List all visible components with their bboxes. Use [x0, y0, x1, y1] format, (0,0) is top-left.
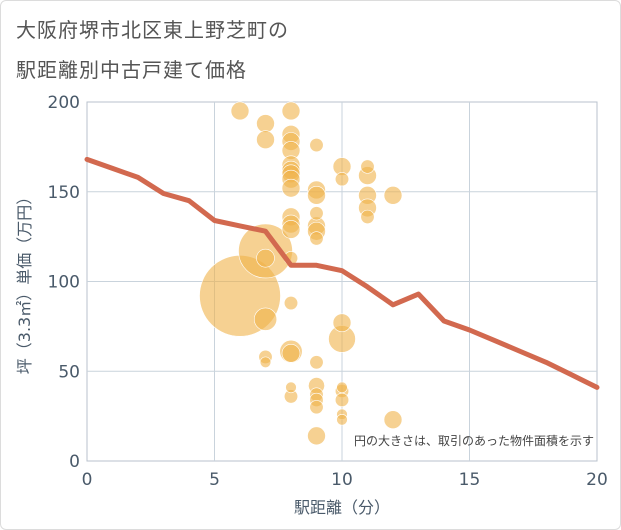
data-bubble — [307, 186, 326, 205]
data-bubble — [281, 220, 301, 239]
data-bubble — [309, 206, 324, 221]
data-bubble — [285, 381, 297, 394]
y-tick-label: 50 — [58, 362, 80, 382]
x-tick-label: 10 — [331, 470, 353, 490]
data-bubble — [309, 138, 324, 153]
data-bubble — [360, 159, 375, 174]
x-tick-label: 5 — [209, 470, 220, 490]
data-bubble — [283, 295, 299, 311]
series-line — [84, 156, 600, 390]
x-tick-label: 20 — [586, 470, 608, 490]
x-tick-label: 0 — [82, 470, 93, 490]
data-bubble — [253, 307, 278, 331]
data-bubble — [256, 130, 275, 149]
y-axis-label: 坪（3.3㎡）単価（万円） — [15, 189, 34, 374]
data-bubble — [281, 343, 301, 363]
y-tick-label: 0 — [69, 452, 80, 472]
x-axis-label: 駅距離（分） — [294, 498, 390, 517]
data-bubble — [259, 356, 272, 368]
size-annotation: 円の大きさは、取引のあった物件面積を示す — [354, 433, 594, 448]
line-layer — [84, 156, 600, 390]
data-bubble — [336, 381, 348, 394]
chart-title-line2: 駅距離別中古戸建て価格 — [16, 58, 247, 82]
data-bubble — [309, 231, 324, 246]
y-tick-label: 200 — [48, 93, 80, 113]
data-bubble — [334, 172, 350, 187]
data-bubble — [281, 101, 301, 121]
data-bubble — [256, 114, 275, 133]
data-bubble — [336, 414, 348, 426]
data-bubble — [383, 410, 403, 430]
y-tick-label: 100 — [48, 273, 80, 293]
data-bubble — [332, 313, 352, 333]
data-bubble — [256, 248, 275, 268]
data-bubble — [309, 400, 324, 415]
data-bubble — [281, 178, 301, 198]
data-bubble — [334, 392, 350, 408]
chart-title-line1: 大阪府堺市北区東上野芝町の — [16, 18, 289, 42]
data-bubble — [309, 355, 324, 370]
bubble-layer — [199, 101, 403, 446]
data-bubble — [230, 101, 250, 121]
x-tick-label: 15 — [459, 470, 481, 490]
data-bubble — [383, 186, 403, 205]
data-bubble — [307, 426, 326, 446]
y-tick-label: 150 — [48, 183, 80, 203]
data-bubble — [360, 209, 375, 224]
